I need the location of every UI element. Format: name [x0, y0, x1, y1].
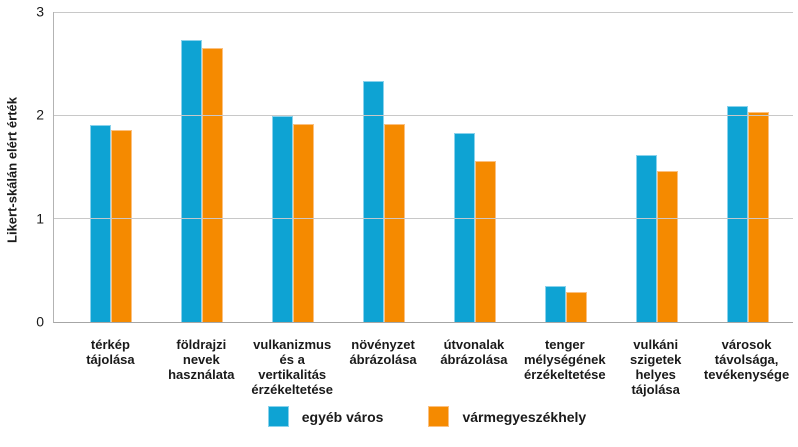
- x-category-label: vulkáni szigetek helyes tájolása: [630, 337, 682, 397]
- gridline-1: [54, 218, 793, 220]
- bar-series-1: [747, 112, 769, 322]
- x-category-label: növényzet ábrázolása: [349, 337, 417, 367]
- x-axis-labels: térkép tájolása földrajzi nevek használat…: [65, 337, 792, 397]
- bar-groups: [66, 12, 793, 322]
- bar-series-0: [635, 154, 657, 322]
- x-category-label: tenger mélységének érzékeltetése: [523, 337, 606, 382]
- bar-series-1: [474, 160, 496, 322]
- legend-swatch-icon: [267, 406, 289, 427]
- x-category-label: földrajzi nevek használata: [168, 337, 235, 382]
- x-category-label: városok távolsága, tevékenysége: [703, 337, 790, 382]
- y-tick-label-2: 2: [36, 107, 44, 124]
- bar-series-0: [181, 39, 203, 322]
- bar-series-0: [272, 116, 294, 322]
- bar-group: [702, 12, 793, 322]
- bar-series-1: [111, 129, 133, 322]
- legend-item: vármegyeszékhely: [428, 406, 586, 427]
- y-tick-label-0: 0: [36, 313, 44, 330]
- bar-series-0: [90, 124, 112, 322]
- gridline-3: [54, 11, 793, 13]
- legend: egyéb város vármegyeszékhely: [28, 406, 798, 427]
- y-tick-label-3: 3: [36, 3, 44, 20]
- bar-group: [520, 12, 611, 322]
- bar-series-0: [453, 132, 475, 322]
- bar-group: [339, 12, 430, 322]
- gridline-2: [54, 114, 793, 116]
- legend-label: egyéb város: [301, 408, 384, 425]
- bar-group: [157, 12, 248, 322]
- bar-group: [66, 12, 157, 322]
- bar-series-1: [293, 123, 315, 322]
- bar-series-1: [384, 123, 406, 322]
- bar-group: [430, 12, 521, 322]
- bar-series-0: [544, 285, 566, 322]
- bar-group: [611, 12, 702, 322]
- x-category-label: útvonalak ábrázolása: [440, 337, 508, 367]
- bar-series-1: [202, 48, 224, 322]
- x-category-label: vulkanizmus és a vertikalitás érzékeltet…: [251, 337, 334, 397]
- x-category-label: térkép tájolása: [86, 337, 135, 367]
- legend-label: vármegyeszékhely: [462, 408, 587, 425]
- legend-swatch-icon: [428, 406, 450, 427]
- y-tick-label-1: 1: [36, 210, 44, 227]
- bar-series-1: [565, 292, 587, 322]
- bar-series-0: [363, 81, 385, 322]
- legend-item: egyéb város: [267, 406, 384, 427]
- bar-series-0: [726, 106, 748, 322]
- bar-series-1: [656, 171, 678, 322]
- plot-area: [53, 11, 793, 323]
- bar-group: [248, 12, 339, 322]
